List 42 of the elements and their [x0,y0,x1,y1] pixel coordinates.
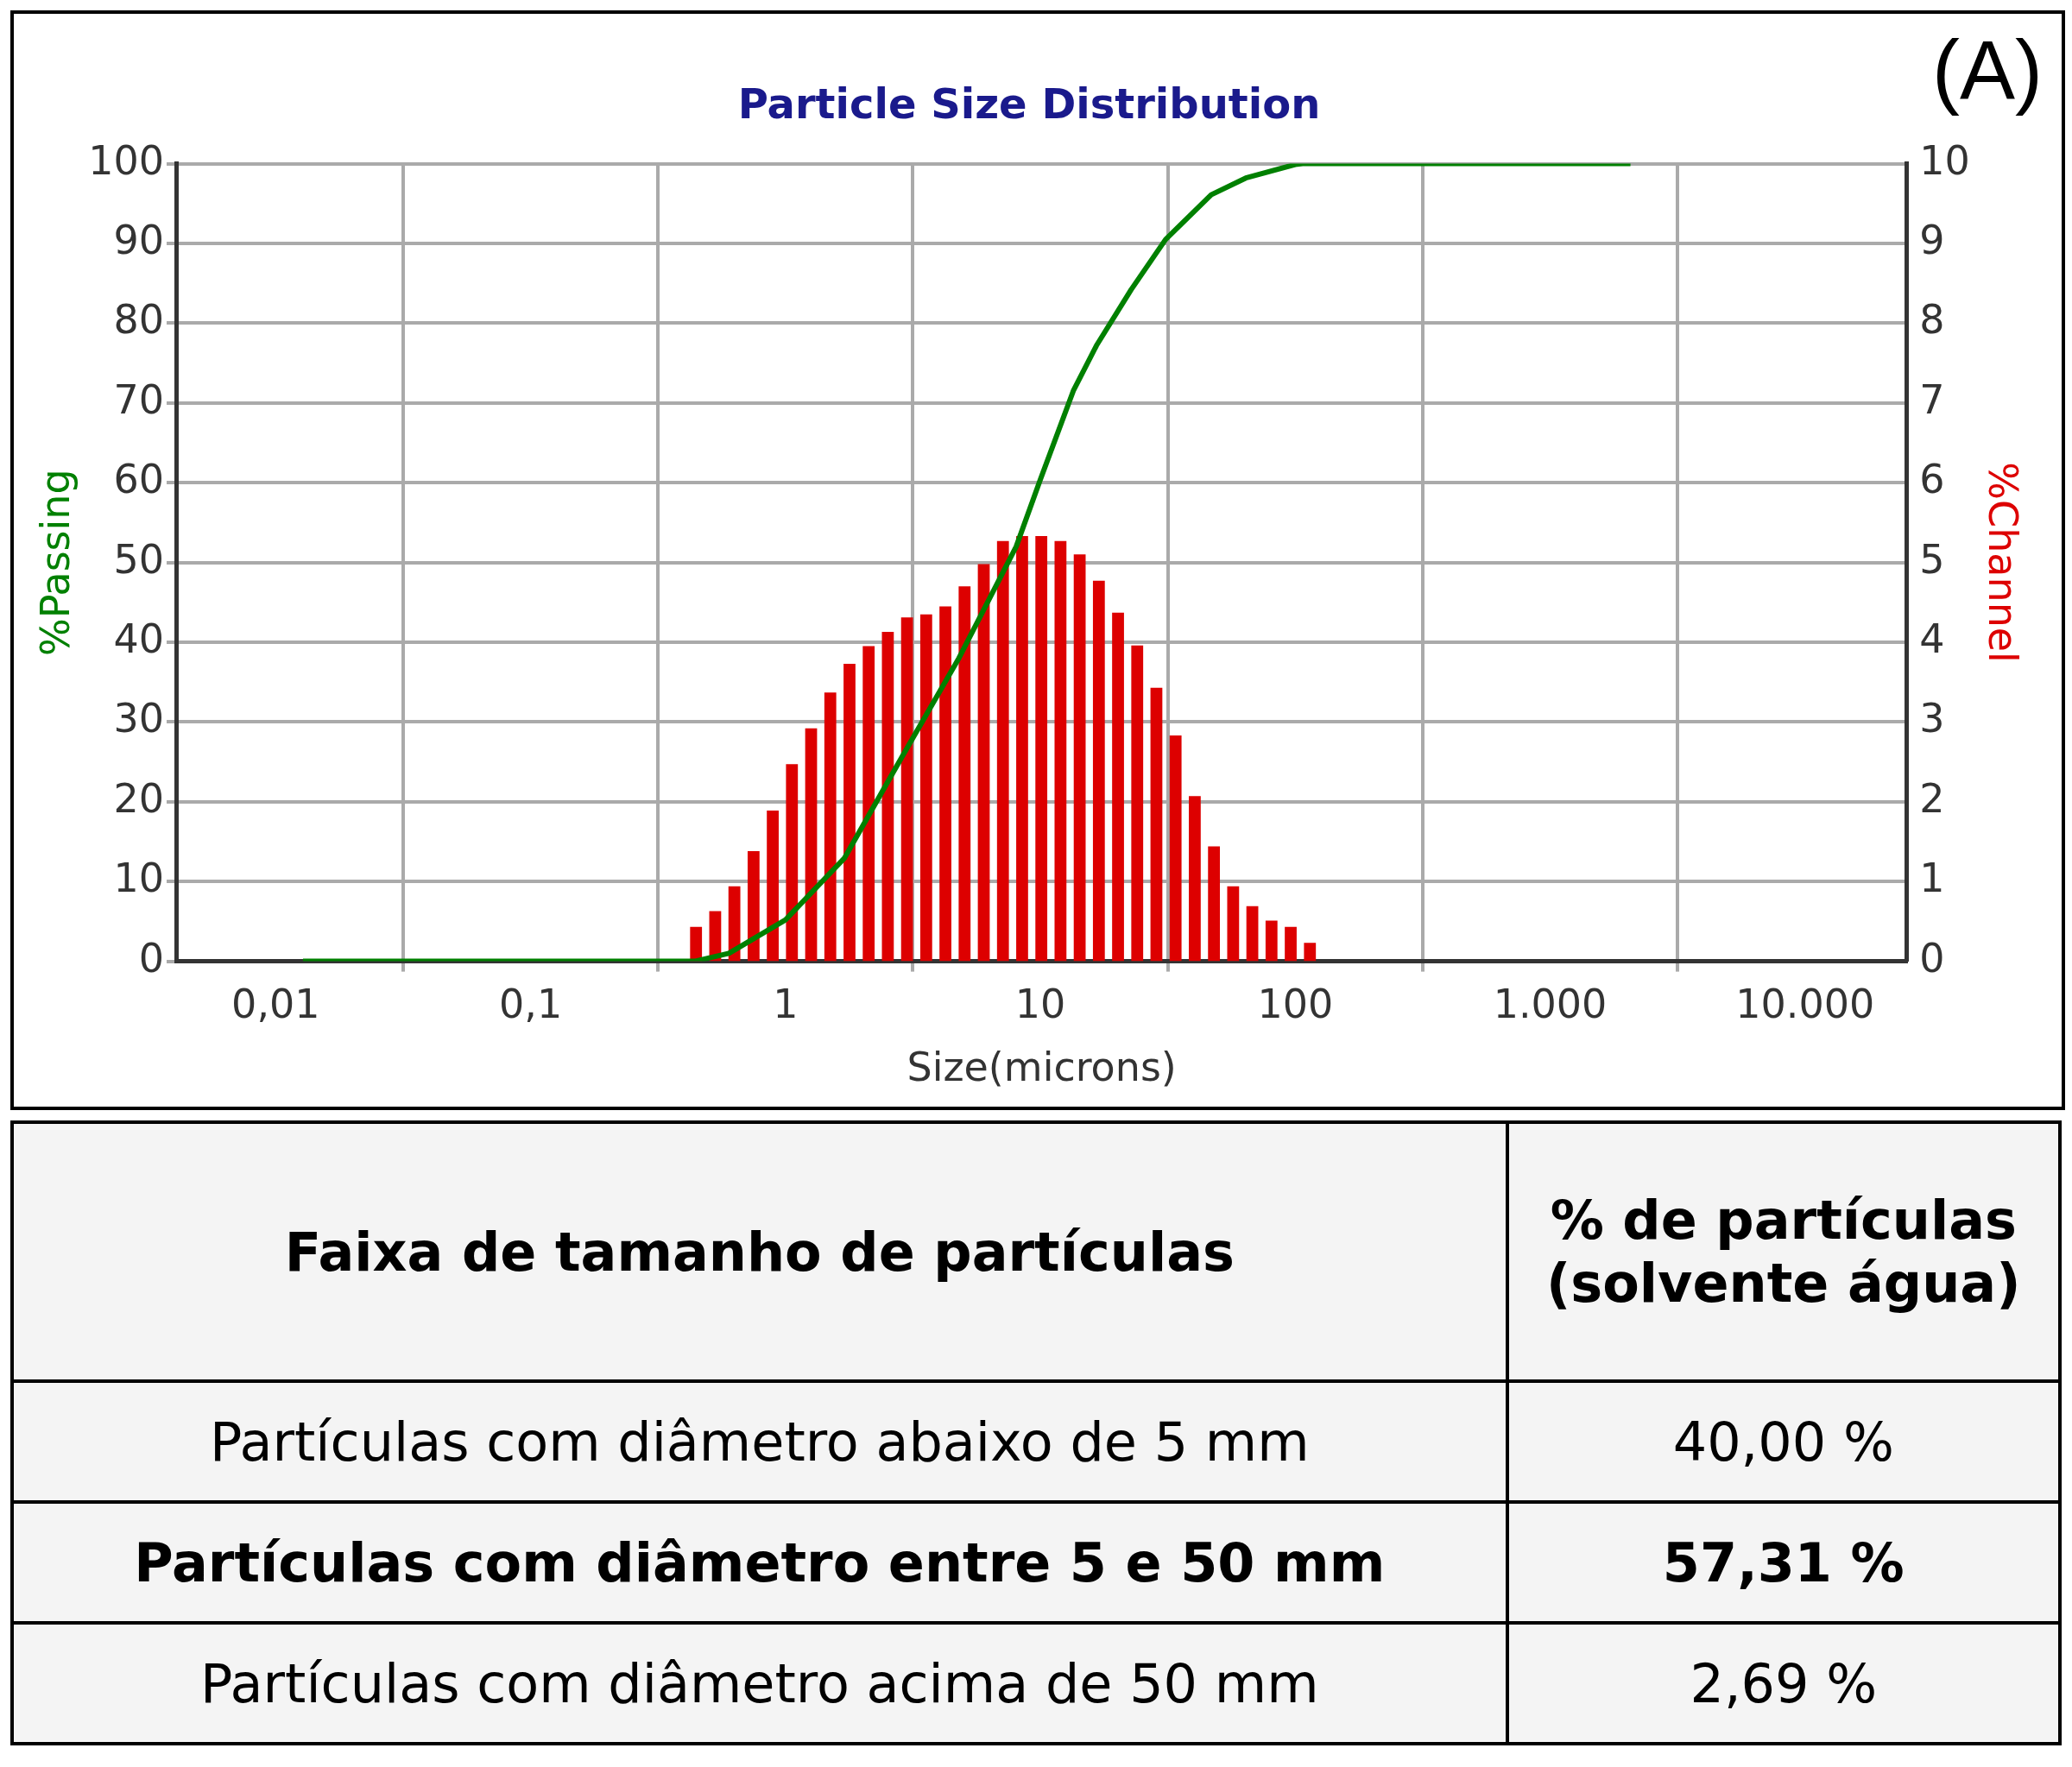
x-tick-label: 10 [1014,981,1066,1028]
text: % de partículas (solvente água) [1507,1122,2060,1381]
text: Partículas com diâmetro acima de 50 mm [12,1623,1507,1744]
y-tick-label: 40 [113,615,164,662]
x-tick-label: 10.000 [1735,981,1875,1028]
text: Partículas com diâmetro entre 5 e 50 mm [12,1502,1507,1623]
y2-tick-label: 1 [1919,855,1945,902]
y-tick-label: 50 [113,535,164,583]
y2-tick-label: 3 [1919,695,1945,742]
y2-tick-label: 0 [1919,934,1945,981]
y-tick-label: 10 [113,855,164,902]
x-axis-title: Size(microns) [906,1044,1177,1091]
y-tick-label: 90 [113,216,164,263]
x-tick-label: 1.000 [1493,981,1608,1028]
y2-tick-label: 2 [1919,774,1945,822]
y-tick-label: 30 [113,695,164,742]
y2-axis-title: %Channel [1980,462,2027,663]
text: (A) [1932,22,2043,117]
y2-tick-label: 5 [1919,535,1945,583]
y2-tick-label: 4 [1919,615,1945,662]
y-axis-title: %Passing [31,469,79,656]
x-tick-label: 0,1 [498,981,563,1028]
y2-tick-label: 8 [1919,296,1945,344]
y2-tick-label: 10 [1919,136,1970,184]
y-tick-label: 20 [113,774,164,822]
y-tick-label: 80 [113,296,164,344]
chart-title: Particle Size Distribution [737,79,1321,129]
y-tick-label: 100 [88,136,164,184]
y-tick-label: 70 [113,375,164,423]
y2-tick-label: 6 [1919,456,1945,503]
text: 57,31 % [1507,1502,2060,1623]
text: Partículas com diâmetro abaixo de 5 mm [12,1381,1507,1502]
y-tick-label: 0 [138,934,164,981]
y2-tick-label: 9 [1919,216,1945,263]
x-tick-label: 0,01 [231,981,320,1028]
x-tick-label: 100 [1257,981,1334,1028]
text: 40,00 % [1507,1381,2060,1502]
text: Faixa de tamanho de partículas [12,1122,1507,1381]
y-tick-label: 60 [113,456,164,503]
x-tick-label: 1 [773,981,799,1028]
y2-tick-label: 7 [1919,375,1945,423]
text: 2,69 % [1507,1623,2060,1744]
